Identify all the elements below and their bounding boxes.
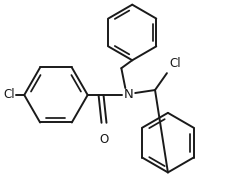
Text: Cl: Cl bbox=[169, 57, 181, 70]
Text: O: O bbox=[99, 133, 108, 146]
Text: N: N bbox=[123, 88, 133, 102]
Text: Cl: Cl bbox=[4, 88, 15, 102]
